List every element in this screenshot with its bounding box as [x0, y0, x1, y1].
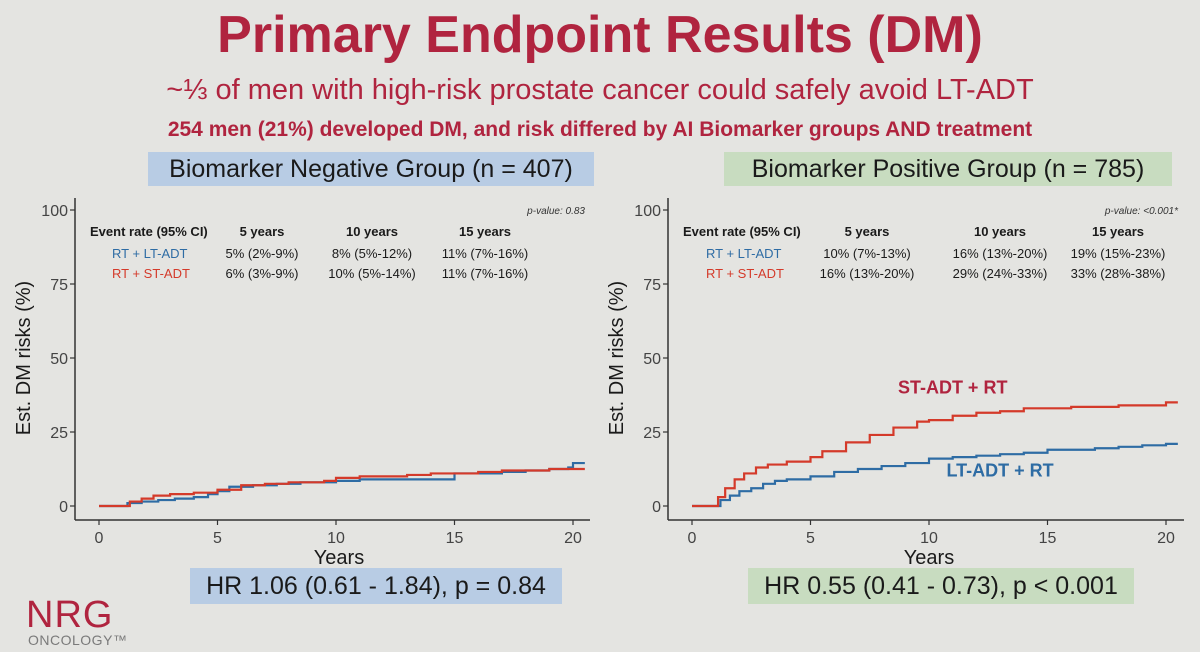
- x-tick-label: 0: [688, 530, 697, 547]
- series-line-lt: [692, 442, 1178, 508]
- table-cell: 16% (13%-20%): [953, 246, 1048, 261]
- positive-hazard-ratio: HR 0.55 (0.41 - 0.73), p < 0.001: [748, 568, 1134, 604]
- negative-group-chart: 0 25 50 75 100 0 5 10 15 20 Years Est. DM risks (%)…: [13, 198, 590, 569]
- table-cell: 5% (2%-9%): [226, 246, 299, 261]
- series-annotation: LT-ADT + RT: [947, 460, 1054, 480]
- table-cell: 11% (7%-16%): [442, 246, 528, 261]
- y-tick-label: 75: [643, 277, 661, 294]
- page-title: Primary Endpoint Results (DM): [217, 6, 983, 64]
- table-cell: 8% (5%-12%): [332, 246, 412, 261]
- positive-group-title: Biomarker Positive Group (n = 785): [724, 152, 1172, 186]
- x-axis-label: Years: [904, 547, 954, 569]
- table-cell: 16% (13%-20%): [820, 266, 915, 281]
- table-cell: 29% (24%-33%): [953, 266, 1048, 281]
- table-cell: 6% (3%-9%): [226, 266, 299, 281]
- y-tick-label: 50: [643, 351, 661, 368]
- y-tick-label: 0: [59, 499, 68, 516]
- table-header: 5 years: [240, 224, 285, 239]
- table-cell: 33% (28%-38%): [1071, 266, 1166, 281]
- table-header: 15 years: [459, 224, 511, 239]
- x-tick-label: 20: [564, 530, 582, 547]
- page-subsubtitle: 254 men (21%) developed DM, and risk dif…: [167, 118, 1033, 141]
- logo-subtext: ONCOLOGY™: [28, 632, 128, 648]
- table-cell: 10% (7%-13%): [823, 246, 910, 261]
- x-tick-label: 5: [806, 530, 815, 547]
- page-subtitle: ~⅓ of men with high-risk prostate cancer…: [166, 74, 1034, 106]
- x-axis-label: Years: [314, 547, 364, 569]
- y-tick-label: 25: [50, 425, 68, 442]
- logo-wordmark: NRG: [26, 594, 114, 636]
- y-tick-label: 0: [652, 499, 661, 516]
- table-row-label: RT + ST-ADT: [112, 266, 190, 281]
- table-header: 15 years: [1092, 224, 1144, 239]
- x-tick-label: 15: [1039, 530, 1057, 547]
- series-annotation: ST-ADT + RT: [898, 378, 1008, 398]
- nrg-oncology-logo: NRG ONCOLOGY™: [26, 594, 166, 648]
- x-tick-label: 15: [446, 530, 464, 547]
- table-header: 5 years: [845, 224, 890, 239]
- table-cell: 11% (7%-16%): [442, 266, 528, 281]
- table-cell: 19% (15%-23%): [1071, 246, 1166, 261]
- negative-hazard-ratio: HR 1.06 (0.61 - 1.84), p = 0.84: [190, 568, 562, 604]
- table-header: Event rate (95% CI): [683, 224, 801, 239]
- table-header: Event rate (95% CI): [90, 224, 208, 239]
- y-axis-label: Est. DM risks (%): [13, 281, 35, 435]
- table-row-label: RT + LT-ADT: [112, 246, 188, 261]
- positive-group-chart: 0 25 50 75 100 0 5 10 15 20 Years Est. DM risks (%)…: [606, 198, 1184, 569]
- series-line-st: [692, 401, 1178, 508]
- x-tick-label: 10: [327, 530, 345, 547]
- y-tick-label: 75: [50, 277, 68, 294]
- table-header: 10 years: [346, 224, 398, 239]
- x-tick-label: 20: [1157, 530, 1175, 547]
- y-tick-label: 50: [50, 351, 68, 368]
- chart-root: 0 25 50 75 100 0 5 10 15 20 Years Est. DM risks (%)…: [606, 198, 1184, 569]
- series-line-st: [99, 467, 585, 508]
- y-tick-label: 100: [41, 203, 68, 220]
- x-tick-label: 0: [95, 530, 104, 547]
- y-tick-label: 25: [643, 425, 661, 442]
- y-axis-label: Est. DM risks (%): [606, 281, 628, 435]
- table-row-label: RT + LT-ADT: [706, 246, 782, 261]
- p-value: p-value: <0.001*: [1104, 206, 1179, 217]
- p-value: p-value: 0.83: [526, 206, 585, 217]
- table-cell: 10% (5%-14%): [328, 266, 415, 281]
- x-tick-label: 5: [213, 530, 222, 547]
- chart-root: 0 25 50 75 100 0 5 10 15 20 Years Est. DM risks (%)…: [13, 198, 590, 569]
- table-header: 10 years: [974, 224, 1026, 239]
- x-tick-label: 10: [920, 530, 938, 547]
- table-row-label: RT + ST-ADT: [706, 266, 784, 281]
- negative-group-title: Biomarker Negative Group (n = 407): [148, 152, 594, 186]
- y-tick-label: 100: [634, 203, 661, 220]
